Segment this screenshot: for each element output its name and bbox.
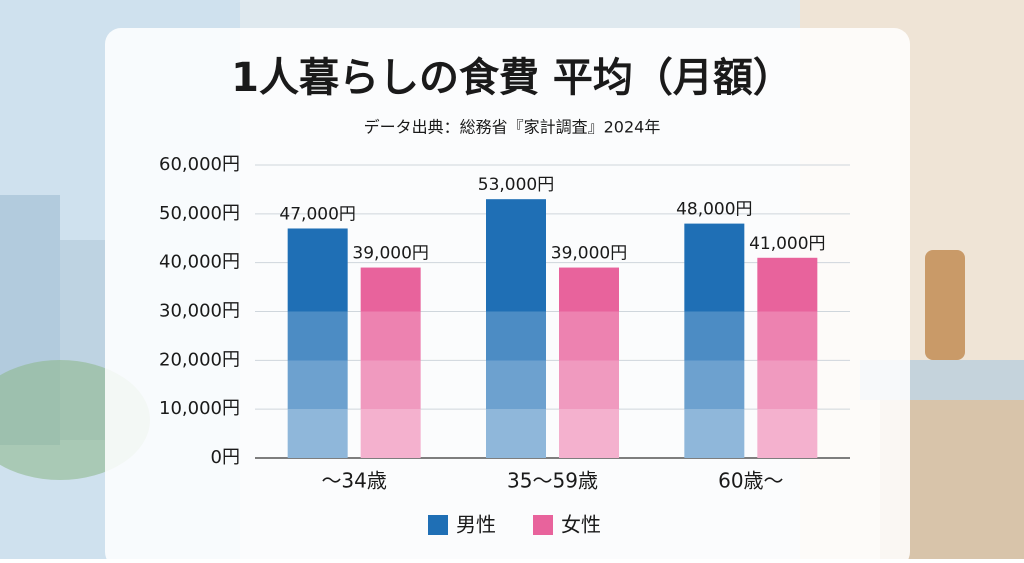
chart-title: 1人暮らしの食費 平均（月額） [231, 55, 793, 101]
bar [757, 257, 818, 458]
x-tick-label: ～34歳 [321, 469, 386, 493]
bar [360, 267, 421, 458]
y-tick-label: 10,000円 [159, 398, 240, 419]
bar [684, 223, 745, 458]
legend-label: 女性 [561, 513, 601, 537]
value-label: 39,000円 [551, 244, 627, 264]
y-tick-label: 40,000円 [159, 252, 240, 273]
legend-swatch [428, 515, 448, 535]
value-label: 41,000円 [749, 234, 825, 254]
legend-label: 男性 [456, 513, 496, 537]
x-tick-label: 60歳～ [718, 469, 783, 493]
value-label: 53,000円 [478, 175, 554, 195]
y-tick-label: 0円 [211, 447, 240, 468]
chart-subtitle: データ出典：総務省『家計調査』2024年 [364, 118, 661, 137]
y-tick-label: 60,000円 [159, 154, 240, 175]
value-label: 39,000円 [352, 244, 428, 264]
bar [559, 267, 619, 458]
bar [287, 228, 348, 458]
value-label: 47,000円 [279, 204, 355, 224]
legend-swatch [533, 515, 553, 535]
value-label: 48,000円 [676, 200, 752, 220]
x-tick-label: 35～59歳 [507, 469, 598, 493]
y-tick-label: 30,000円 [159, 301, 240, 322]
y-tick-label: 20,000円 [159, 349, 240, 370]
y-tick-label: 50,000円 [159, 203, 240, 224]
bar [486, 199, 546, 458]
